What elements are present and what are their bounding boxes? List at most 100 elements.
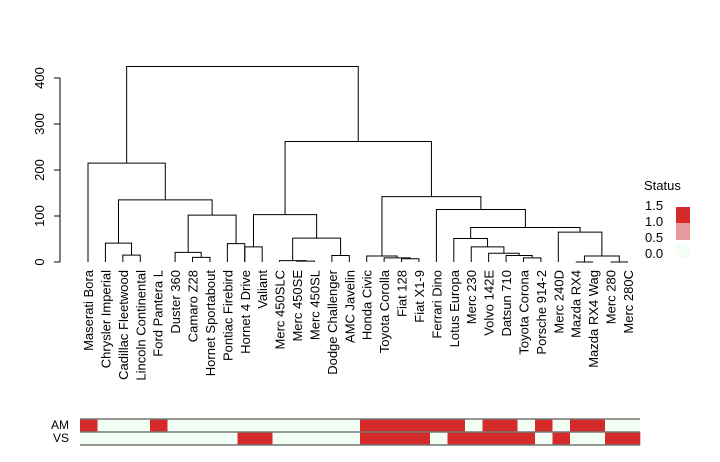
leaf-label: Honda Civic — [360, 270, 375, 341]
legend-label: 0.5 — [645, 230, 663, 245]
heatmap-cell — [447, 432, 466, 445]
heatmap-cell — [465, 432, 483, 445]
leaf-label: Merc 240D — [551, 270, 566, 334]
leaf-label: Cadillac Fleetwood — [116, 270, 131, 380]
heatmap-cell — [307, 432, 326, 445]
heatmap-cell — [342, 432, 361, 445]
heatmap-cell — [255, 419, 273, 432]
legend-label: 1.5 — [645, 198, 663, 213]
leaf-label: Dodge Challenger — [325, 269, 340, 374]
heatmap-cell — [430, 419, 448, 432]
heatmap-cell — [237, 432, 256, 445]
legend-swatch-mid — [676, 223, 690, 240]
dendrogram-link — [453, 238, 489, 262]
heatmap-cell — [395, 432, 413, 445]
heatmap-cell — [570, 419, 588, 432]
y-tick-label: 400 — [32, 67, 47, 89]
y-tick-label: 200 — [32, 159, 47, 181]
heatmap-cell — [272, 432, 291, 445]
y-axis: 0 100 200 300 400 — [32, 67, 61, 266]
leaf-label: Maserati Bora — [81, 269, 96, 351]
dendrogram-link — [87, 162, 166, 262]
leaf-label: Toyota Corona — [516, 269, 531, 354]
heatmap-cell — [587, 419, 606, 432]
dendrogram-link — [292, 237, 342, 261]
heatmap-row-label: AM — [51, 418, 69, 432]
leaf-label: Ferrari Dino — [429, 270, 444, 339]
leaf-label: Volvo 142E — [482, 270, 497, 336]
heatmap-cell — [220, 419, 238, 432]
heatmap-cell — [430, 432, 448, 445]
dendrogram-link — [296, 260, 315, 262]
heatmap-cell — [412, 432, 431, 445]
heatmap-cell — [115, 432, 133, 445]
heatmap-cell — [535, 432, 553, 445]
leaf-label: Ford Pantera L — [151, 270, 166, 357]
leaf-label: Duster 360 — [168, 270, 183, 334]
leaf-label: Datsun 710 — [499, 270, 514, 337]
leaf-labels: Maserati Bora Chrysler Imperial Cadillac F… — [81, 269, 636, 380]
legend-title: Status — [644, 178, 681, 193]
heatmap-cell — [535, 419, 553, 432]
dendrogram-link — [557, 231, 603, 262]
leaf-label: Mazda RX4 — [569, 270, 584, 338]
dendrogram-link — [331, 255, 350, 262]
heatmap-cell — [360, 419, 378, 432]
heatmap-cell — [115, 419, 133, 432]
heatmap-cell — [290, 419, 308, 432]
dendrogram-link — [470, 246, 505, 262]
leaf-label: Merc 230 — [464, 270, 479, 324]
leaf-label: Hornet Sportabout — [203, 270, 218, 377]
heatmap-cell — [167, 432, 186, 445]
heatmap-cell — [185, 419, 203, 432]
heatmap-cell — [360, 432, 378, 445]
dendrogram-link — [505, 255, 533, 262]
dendrogram-link — [583, 255, 620, 262]
legend-swatch-high — [676, 207, 690, 223]
dendrogram-link — [488, 252, 520, 262]
heatmap-cell — [395, 419, 413, 432]
heatmap-cell — [167, 419, 186, 432]
heatmap-cell — [342, 419, 361, 432]
heatmap-cell — [80, 419, 98, 432]
legend-swatch-low — [676, 244, 690, 258]
leaf-label: Merc 450SL — [307, 270, 322, 340]
heatmap-cell — [587, 432, 606, 445]
dendrogram-link — [284, 140, 432, 215]
heatmap-cell — [482, 432, 501, 445]
leaf-label: Merc 280 — [604, 270, 619, 324]
heatmap-cell — [482, 419, 501, 432]
y-tick-label: 300 — [32, 113, 47, 135]
heatmap-cell — [517, 432, 536, 445]
leaf-label: Fiat X1-9 — [412, 270, 427, 323]
heatmap-cell — [622, 419, 641, 432]
leaf-label: Toyota Corolla — [377, 269, 392, 353]
heatmap-cell — [220, 432, 238, 445]
dendrogram-link — [470, 227, 581, 239]
heatmap-cell — [97, 419, 116, 432]
heatmap-cell — [622, 432, 641, 445]
heatmap-cell — [132, 432, 151, 445]
heatmap-cell — [237, 419, 256, 432]
heatmap-cell — [500, 432, 518, 445]
dendrogram-link — [122, 254, 141, 262]
dendrogram-link — [187, 214, 237, 253]
dendrogram-link — [226, 243, 246, 262]
heatmap-row-label: VS — [53, 431, 69, 445]
dendrogram-link — [244, 246, 263, 262]
leaf-label: Camaro Z28 — [186, 270, 201, 342]
legend-label: 1.0 — [645, 214, 663, 229]
dendrogram-link — [117, 199, 213, 244]
heatmap-cell — [272, 419, 291, 432]
dendrogram-link — [252, 214, 318, 247]
legend: Status 1.51.00.50.0 — [644, 178, 690, 261]
heatmap-cell — [465, 419, 483, 432]
heatmap-cell — [185, 432, 203, 445]
dendrogram-link — [522, 257, 542, 262]
heatmap-cell — [150, 419, 168, 432]
leaf-label: Mazda RX4 Wag — [586, 270, 601, 368]
heatmap-cell — [412, 419, 431, 432]
heatmap-cell — [377, 432, 396, 445]
heatmap-cell — [325, 419, 343, 432]
